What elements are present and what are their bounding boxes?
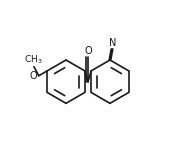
Text: O: O	[84, 46, 92, 56]
Text: O: O	[30, 71, 37, 81]
Text: N: N	[109, 38, 116, 48]
Text: CH$_3$: CH$_3$	[24, 53, 42, 66]
